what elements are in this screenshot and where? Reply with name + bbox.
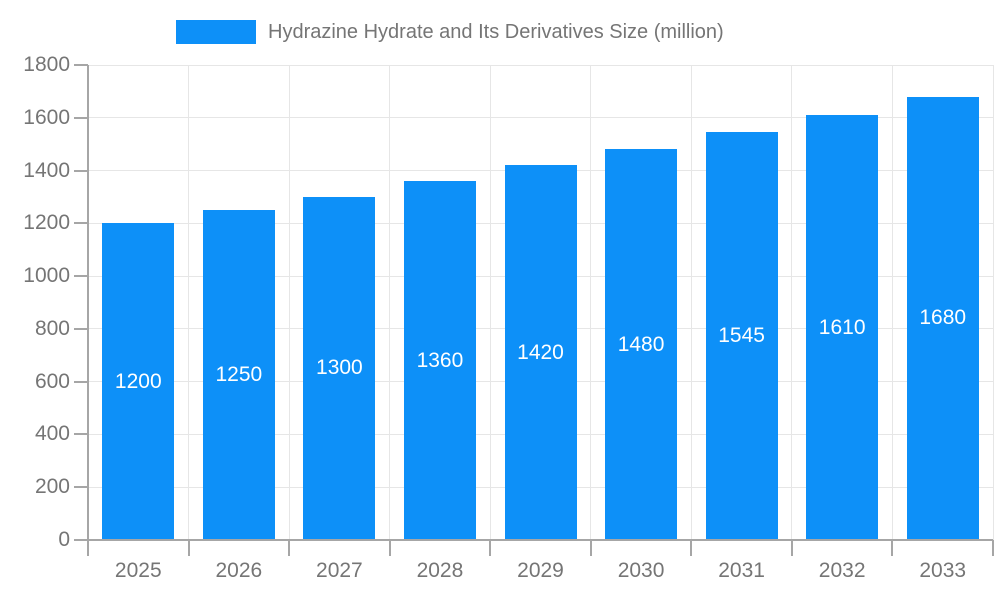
legend-swatch — [176, 20, 256, 44]
x-axis-line — [88, 539, 993, 541]
v-gridline — [389, 65, 391, 540]
y-tick-label: 200 — [34, 475, 70, 499]
bar: 1610 — [806, 115, 879, 540]
bar: 1200 — [102, 223, 175, 540]
bar: 1420 — [504, 165, 577, 540]
v-gridline — [288, 65, 290, 540]
y-axis-tick — [74, 116, 88, 119]
bar-value-label: 1250 — [215, 363, 263, 387]
bar-value-label: 1300 — [316, 356, 363, 380]
bar: 1480 — [605, 149, 678, 540]
bar: 1250 — [202, 210, 275, 540]
y-axis-tick — [74, 539, 88, 541]
y-axis-tick — [74, 222, 88, 225]
y-tick-label: 0 — [58, 528, 70, 551]
bar-value-label: 1545 — [718, 324, 765, 348]
x-axis-tick — [992, 540, 994, 556]
bar-value-label: 1360 — [416, 348, 464, 372]
y-axis-tick — [74, 64, 88, 66]
x-tick-label: 2032 — [818, 559, 866, 582]
bar-value-label: 1420 — [517, 340, 564, 364]
x-tick-label: 2033 — [919, 559, 967, 582]
v-gridline — [188, 65, 190, 540]
bar: 1680 — [906, 96, 979, 540]
y-tick-label: 1600 — [23, 105, 70, 129]
v-gridline — [690, 65, 692, 540]
x-tick-label: 2029 — [517, 559, 564, 582]
x-axis-tick — [790, 540, 793, 556]
bar: 1545 — [705, 132, 778, 540]
v-gridline — [992, 65, 994, 540]
x-tick-label: 2025 — [114, 559, 162, 582]
y-axis-tick — [74, 169, 88, 172]
x-tick-label: 2030 — [617, 559, 665, 582]
bar-value-label: 1200 — [114, 369, 162, 393]
y-tick-label: 1800 — [23, 53, 70, 76]
x-axis-tick — [288, 540, 291, 556]
x-tick-label: 2028 — [416, 559, 464, 582]
bar-value-label: 1610 — [818, 315, 866, 339]
v-gridline — [891, 65, 893, 540]
chart-legend[interactable]: Hydrazine Hydrate and Its Derivatives Si… — [176, 20, 724, 44]
x-axis-tick — [388, 540, 391, 556]
bar-value-label: 1480 — [617, 332, 665, 356]
y-tick-label: 1000 — [23, 264, 70, 288]
y-axis-tick — [74, 486, 88, 489]
x-axis-tick — [187, 540, 190, 556]
plot-area: 1200 1250 1300 1360 1420 1480 1545 1610 1680 — [74, 64, 994, 556]
y-axis-tick — [74, 380, 88, 383]
y-axis-tick — [74, 327, 88, 330]
h-gridline — [88, 117, 993, 119]
x-tick-label: 2027 — [316, 559, 363, 582]
y-tick-label: 800 — [34, 316, 70, 340]
x-axis-tick — [589, 540, 592, 556]
bar: 1300 — [303, 196, 376, 540]
x-tick-label: 2031 — [718, 559, 765, 582]
y-tick-label: 1200 — [23, 211, 70, 235]
bar: 1360 — [403, 181, 476, 540]
y-axis-line — [87, 65, 89, 556]
v-gridline — [489, 65, 491, 540]
legend-label: Hydrazine Hydrate and Its Derivatives Si… — [268, 21, 724, 43]
x-axis-tick — [87, 540, 89, 556]
x-axis-tick — [690, 540, 693, 556]
y-tick-label: 1400 — [23, 158, 70, 182]
v-gridline — [590, 65, 592, 540]
y-axis-tick — [74, 275, 88, 278]
x-axis-tick — [891, 540, 894, 556]
y-tick-label: 600 — [34, 369, 70, 393]
x-axis-tick — [489, 540, 492, 556]
bar-value-label: 1680 — [919, 306, 967, 330]
h-gridline — [88, 64, 993, 66]
y-tick-label: 400 — [34, 422, 70, 446]
v-gridline — [791, 65, 793, 540]
x-tick-label: 2026 — [215, 559, 263, 582]
y-axis-tick — [74, 433, 88, 436]
